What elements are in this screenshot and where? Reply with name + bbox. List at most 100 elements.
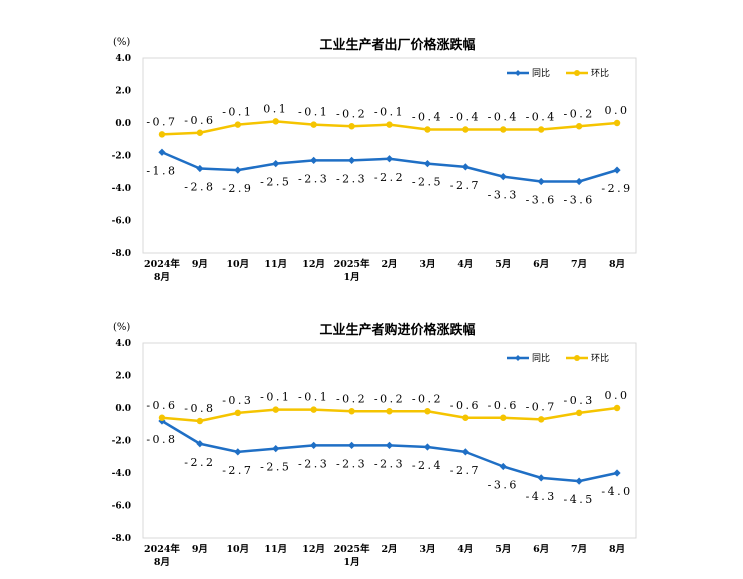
- plot-area: [142, 342, 637, 539]
- data-point-环比: [462, 126, 469, 133]
- x-tick-label: 2024年 8月: [144, 258, 180, 283]
- chart-output-price-svg: 工业生产者出厂价格涨跌幅 (%) 4.0 2.0 0.0 -2.0 -4.0 -6.0 -8.0…: [112, 37, 637, 283]
- data-point-环比: [158, 414, 166, 421]
- data-label-同比: -2.4: [412, 459, 443, 472]
- data-label-环比: -0.2: [374, 392, 405, 405]
- x-tick-line: 3月: [419, 259, 435, 270]
- data-label-同比: -3.6: [488, 479, 519, 492]
- data-label-同比: -0.8: [146, 433, 177, 446]
- data-label-同比: -2.3: [336, 457, 367, 470]
- data-point-同比: [499, 173, 507, 181]
- data-label-环比: -0.2: [336, 107, 367, 120]
- x-tick-line: 11月: [264, 259, 287, 270]
- data-point-环比: [348, 123, 355, 130]
- data-label-环比: -0.3: [222, 394, 253, 407]
- data-label-环比: -0.3: [564, 394, 595, 407]
- data-point-环比: [386, 121, 393, 128]
- data-label-环比: -0.4: [526, 111, 557, 124]
- x-tick-line: 8月: [154, 557, 170, 568]
- data-point-同比: [196, 164, 204, 173]
- y-axis-unit: (%): [113, 37, 130, 48]
- data-point-环比: [310, 121, 317, 128]
- data-point-环比: [272, 406, 279, 413]
- data-point-同比: [347, 441, 356, 449]
- x-tick-label: 3月: [419, 259, 435, 270]
- chart-title: 工业生产者购进价格涨跌幅: [319, 322, 475, 338]
- x-tick-label: 2025年 1月: [334, 258, 370, 283]
- x-tick-line: 1月: [344, 557, 360, 568]
- data-label-同比: -2.8: [184, 181, 215, 194]
- x-tick-label: 8月: [609, 259, 625, 270]
- data-label-同比: -1.8: [146, 164, 177, 177]
- data-label-环比: -0.7: [146, 115, 177, 128]
- data-label-同比: -2.9: [601, 182, 632, 195]
- data-point-环比: [575, 123, 583, 130]
- data-point-环比: [386, 408, 393, 415]
- x-tick-label: 5月: [495, 544, 511, 555]
- chart-input-price: 工业生产者购进价格涨跌幅 (%) 4.0 2.0 0.0 -2.0 -4.0 -6.0 -8.0…: [0, 285, 743, 570]
- data-point-环比: [462, 414, 469, 421]
- legend-marker-同比: [515, 70, 521, 76]
- data-point-同比: [461, 448, 469, 456]
- x-tick-label: 7月: [571, 544, 587, 555]
- data-point-环比: [424, 408, 431, 415]
- data-label-同比: -2.7: [450, 179, 481, 192]
- data-label-同比: -3.3: [488, 189, 519, 202]
- data-point-环比: [196, 129, 204, 136]
- x-tick-line: 2月: [381, 259, 397, 270]
- data-point-同比: [423, 443, 432, 451]
- data-point-同比: [310, 441, 318, 449]
- x-tick-label: 9月: [192, 544, 208, 555]
- x-tick-line: 10月: [226, 544, 249, 555]
- data-label-环比: -0.6: [488, 399, 519, 412]
- data-label-环比: -0.4: [450, 111, 481, 124]
- data-label-环比: -0.6: [184, 114, 215, 127]
- plot-area: [142, 57, 637, 254]
- y-tick-label: 0.0: [115, 119, 131, 129]
- legend-label-同比: 同比: [532, 352, 550, 364]
- data-point-同比: [158, 148, 166, 156]
- y-tick-label: -8.0: [112, 249, 131, 259]
- data-label-同比: -2.3: [374, 457, 405, 470]
- x-tick-line: 2025年: [334, 258, 370, 270]
- data-label-环比: -0.6: [146, 399, 177, 412]
- x-tick-label: 8月: [609, 544, 625, 555]
- data-point-同比: [461, 163, 469, 171]
- data-point-环比: [348, 408, 355, 415]
- data-label-环比: -0.1: [222, 106, 253, 119]
- y-tick-label: -6.0: [112, 502, 131, 512]
- y-tick-label: -4.0: [112, 184, 131, 194]
- legend-marker-同比: [515, 355, 521, 361]
- data-label-环比: -0.1: [298, 391, 329, 404]
- data-label-环比: -0.2: [564, 107, 595, 120]
- legend-marker-环比: [574, 355, 580, 361]
- x-tick-line: 7月: [571, 259, 587, 270]
- data-point-同比: [537, 474, 545, 482]
- data-label-环比: -0.2: [336, 392, 367, 405]
- data-label-环比: 0.1: [263, 102, 288, 115]
- x-tick-line: 8月: [609, 259, 625, 270]
- x-tick-line: 9月: [192, 259, 208, 270]
- data-label-同比: -2.2: [374, 171, 405, 184]
- x-tick-line: 4月: [457, 544, 473, 555]
- x-tick-label: 2024年 8月: [144, 543, 180, 568]
- y-axis-unit: (%): [113, 322, 130, 333]
- data-label-同比: -2.5: [260, 176, 291, 189]
- x-tick-label: 7月: [571, 259, 587, 270]
- x-tick-line: 8月: [609, 544, 625, 555]
- x-tick-line: 4月: [457, 259, 473, 270]
- data-point-同比: [385, 441, 394, 449]
- legend-label-环比: 环比: [591, 352, 609, 364]
- x-tick-line: 2月: [381, 544, 397, 555]
- data-label-同比: -3.6: [526, 194, 557, 207]
- data-point-环比: [234, 409, 242, 417]
- y-tick-label: -2.0: [112, 437, 131, 447]
- legend-label-同比: 同比: [532, 67, 550, 79]
- x-tick-line: 12月: [302, 544, 325, 555]
- x-tick-line: 3月: [419, 544, 435, 555]
- x-tick-line: 1月: [344, 272, 360, 283]
- data-label-同比: -2.7: [450, 464, 481, 477]
- data-label-同比: -2.3: [336, 172, 367, 185]
- data-point-环比: [500, 414, 507, 421]
- data-point-环比: [424, 126, 431, 133]
